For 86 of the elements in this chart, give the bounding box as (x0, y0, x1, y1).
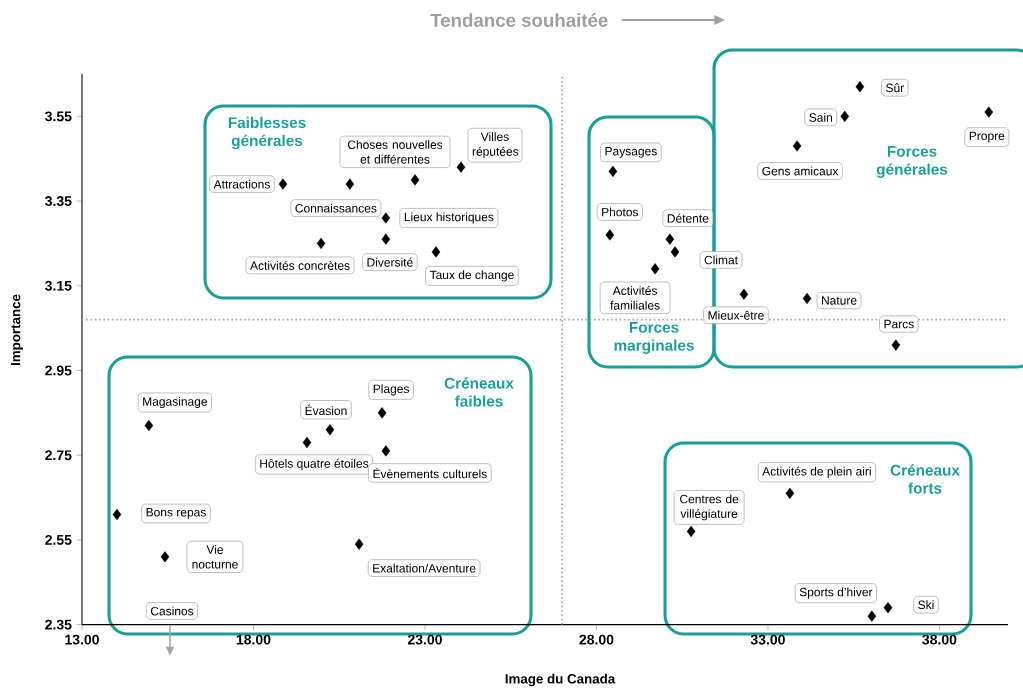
annotation: Connaissances (295, 203, 377, 213)
annotation: Diversité (367, 257, 413, 267)
point (381, 233, 391, 245)
x-tick-label: 13.00 (65, 634, 99, 645)
annotation: Bons repas (146, 508, 206, 519)
annotation: Ski (918, 600, 934, 610)
annotation: Mieux-être (708, 310, 764, 320)
point (112, 508, 122, 521)
x-tick-label: 23.00 (407, 634, 442, 645)
point (792, 140, 802, 152)
annotation: Hôtels quatre étoiles (260, 458, 369, 471)
x-axis-title: Image du Canada (505, 673, 616, 687)
annotation: Faiblesses générales (228, 116, 306, 150)
annotation: Créneaux forts (890, 464, 960, 494)
point (840, 110, 850, 122)
annotation: Vie nocturne (192, 545, 238, 569)
point (381, 445, 391, 457)
point (785, 487, 795, 499)
annotation: Parcs (884, 319, 914, 329)
y-tick-label: 2.55 (45, 534, 72, 545)
point (605, 229, 615, 241)
annotation: Villes réputées (472, 132, 519, 159)
x-tick-label: 33.00 (750, 634, 785, 645)
point (670, 246, 680, 258)
annotation: Sain (809, 112, 832, 122)
annotation: Climat (704, 255, 738, 265)
annotation: Activités de plein airi (762, 466, 871, 478)
annotation: Gens amicaux (762, 166, 839, 176)
point (456, 161, 466, 173)
point (665, 233, 675, 245)
annotation: Propre (969, 131, 1005, 143)
y-tick-label: 2.75 (45, 450, 72, 461)
annotation: Magasinage (143, 396, 208, 409)
annotation: Plages (373, 384, 409, 396)
annotation: Casinos (150, 606, 194, 616)
annotation: Choses nouvelles et différentes (347, 140, 443, 164)
point (650, 263, 660, 275)
annotation: Exaltation/Aventure (373, 563, 476, 573)
annotation: Lieux historiques (404, 212, 494, 224)
point (354, 538, 364, 550)
point (316, 237, 326, 250)
annotation: Activités concrètes (250, 260, 350, 270)
point (891, 339, 901, 351)
y-axis-title: Importance (11, 294, 23, 366)
point (377, 407, 387, 419)
annotation: Attractions (213, 179, 270, 189)
point (410, 174, 420, 186)
annotation: Créneaux faibles (444, 377, 514, 407)
x-tick-label: 38.00 (922, 634, 957, 645)
point (278, 178, 288, 190)
point (160, 551, 170, 563)
annotation: Paysages (605, 147, 657, 158)
point (802, 292, 812, 305)
x-tick-label: 18.00 (236, 634, 271, 645)
chart-title: Tendance souhaitée (430, 13, 608, 27)
annotation: Détente (667, 213, 709, 223)
point (739, 288, 749, 300)
point (686, 525, 696, 538)
point (144, 419, 154, 432)
annotation: Évasion (305, 404, 347, 416)
annotation: Taux de change (429, 270, 514, 282)
y-tick-label: 2.95 (45, 365, 72, 376)
point (984, 106, 994, 118)
annotation: Évènements culturels (373, 467, 487, 479)
annotation: Nature (822, 296, 857, 305)
point (381, 212, 391, 224)
annotation: Activités familiales (610, 286, 660, 310)
y-tick-label: 3.55 (45, 111, 72, 122)
annotation: Forces marginales (614, 322, 694, 354)
point (325, 424, 335, 436)
annotation: Sûr (886, 83, 904, 93)
annotation: Photos (602, 207, 639, 217)
annotation: Centres de villégiature (680, 494, 739, 521)
annotation: Sports d’hiver (799, 587, 873, 599)
point (345, 178, 355, 190)
y-tick-label: 2.35 (45, 619, 72, 630)
point (855, 81, 865, 93)
point (431, 246, 441, 258)
y-tick-label: 3.35 (45, 196, 72, 207)
point (608, 165, 618, 178)
x-tick-label: 28.00 (579, 634, 614, 645)
point (867, 610, 877, 622)
point (883, 602, 893, 614)
y-tick-label: 3.15 (45, 280, 72, 291)
point (302, 436, 312, 449)
annotation: Forces générales (876, 146, 948, 178)
